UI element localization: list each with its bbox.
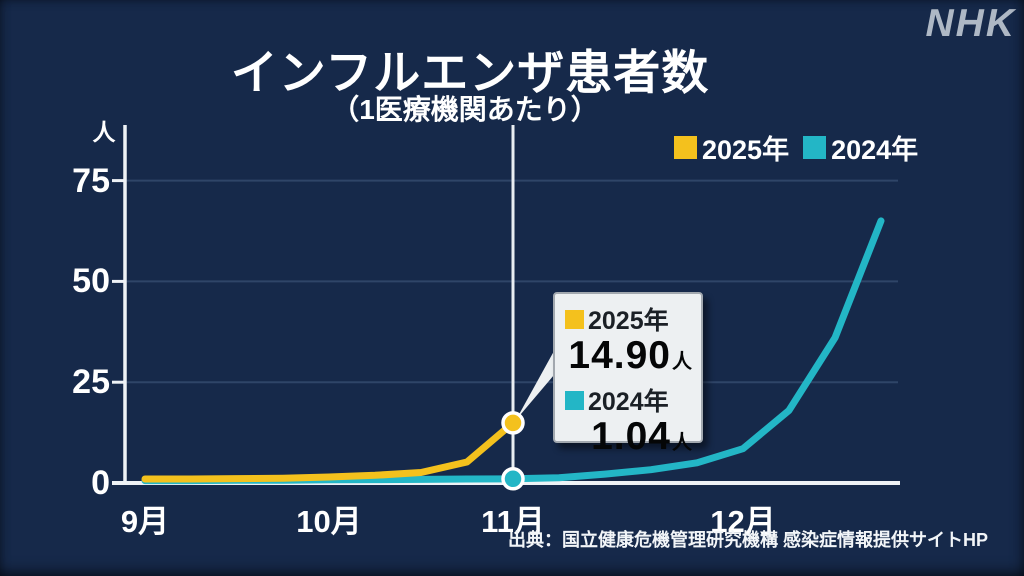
y-tick-label-75: 75 bbox=[72, 161, 110, 200]
legend: 2025年 2024年 bbox=[674, 128, 918, 167]
callout-2025-unit: 人 bbox=[672, 351, 692, 373]
x-tick-label-11月: 11月 bbox=[481, 504, 545, 539]
y-tick-label-0: 0 bbox=[91, 464, 110, 502]
callout-2025-label-row: 2025年 bbox=[565, 301, 692, 337]
callout-2025-number: 14.90 bbox=[568, 334, 671, 377]
marker-dot-2024年 bbox=[501, 467, 525, 491]
callout-2024-unit: 人 bbox=[672, 432, 692, 454]
nhk-logo: NHK bbox=[925, 2, 1016, 45]
series-line-2025年 bbox=[141, 419, 517, 483]
callout-2024-series-name: 2024年 bbox=[588, 388, 669, 416]
y-tick-label-25: 25 bbox=[72, 363, 110, 402]
callout-2025-swatch-icon bbox=[565, 309, 584, 329]
data-callout-box: 2025年 14.90 人 2024年 1.04 人 bbox=[553, 292, 703, 458]
legend-swatch-2024-icon bbox=[803, 136, 827, 159]
callout-2024-number: 1.04 bbox=[591, 415, 671, 458]
legend-item-2025: 2025年 bbox=[674, 128, 789, 167]
y-tick-label-50: 50 bbox=[72, 262, 110, 301]
x-tick-label-10月: 10月 bbox=[296, 504, 362, 539]
legend-label-2024: 2024年 bbox=[831, 135, 919, 165]
callout-2024-value: 1.04 人 bbox=[565, 415, 692, 459]
source-attribution: 出典：国立健康危機管理研究機構 感染症情報提供サイトHP bbox=[507, 530, 988, 550]
chart-title: インフルエンザ患者数 bbox=[230, 46, 710, 99]
marker-dot-2025年 bbox=[501, 411, 525, 435]
chart-subtitle: （1医療機関あたり） bbox=[331, 94, 599, 125]
x-tick-label-9月: 9月 bbox=[120, 504, 170, 539]
callout-2025-value: 14.90 人 bbox=[565, 334, 692, 378]
legend-item-2024: 2024年 bbox=[803, 128, 918, 167]
callout-pointer bbox=[516, 351, 554, 420]
x-tick-label-12月: 12月 bbox=[710, 504, 776, 539]
legend-swatch-2025-icon bbox=[674, 136, 697, 159]
callout-2025-series-name: 2025年 bbox=[588, 307, 669, 335]
legend-label-2025: 2025年 bbox=[702, 135, 790, 165]
y-axis-unit-label: 人 bbox=[92, 119, 116, 145]
callout-2024-label-row: 2024年 bbox=[565, 382, 692, 418]
callout-2024-swatch-icon bbox=[565, 390, 584, 410]
